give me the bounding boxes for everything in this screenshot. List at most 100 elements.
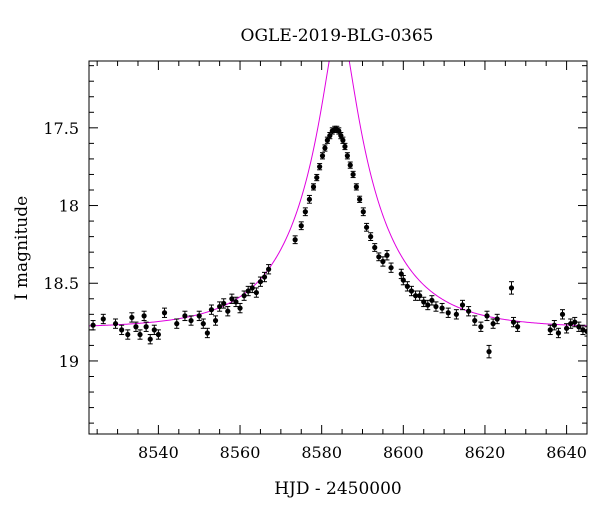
data-point-marker [494,316,500,322]
chart-title: OGLE-2019-BLG-0365 [241,26,434,46]
data-point-marker [100,316,106,322]
data-point [253,287,259,298]
data-point [302,207,308,217]
data-point [384,250,390,261]
data-point [200,318,206,329]
data-point-marker [350,171,356,178]
y-tick-label: 17.5 [43,119,79,138]
data-point [563,323,570,334]
data-point [350,170,356,179]
data-point-marker [439,305,445,311]
data-point-marker [319,153,326,159]
data-point [310,183,317,191]
data-point [221,298,227,309]
data-point [292,235,298,245]
x-tick-label: 8540 [138,443,179,462]
data-point [400,274,406,286]
data-point [357,195,363,203]
data-point-marker [317,164,323,170]
plot-area [89,61,587,359]
data-point [314,173,320,182]
data-point [380,256,386,267]
data-point-marker [245,288,251,294]
data-point-marker [314,174,320,181]
data-point-marker [576,324,582,330]
data-point-marker [459,302,466,308]
x-tick-label: 8560 [220,443,261,462]
data-point-marker [372,244,378,251]
data-point [421,296,427,308]
data-point [576,321,582,332]
data-point [472,315,478,326]
data-point-marker [249,285,255,291]
data-point [298,221,304,231]
data-point-marker [429,297,435,303]
data-point-marker [380,258,386,265]
data-point-marker [555,330,562,336]
data-point [237,302,243,314]
data-point-marker [340,137,346,143]
data-point-marker [425,302,431,308]
data-point [342,142,348,151]
x-tick-label: 8640 [546,443,587,462]
data-point [515,321,521,332]
data-point-marker [237,305,243,311]
data-point [212,315,219,326]
data-point-marker [376,254,382,260]
data-point-marker [466,308,472,314]
data-point [347,161,353,169]
y-tick-label: 18.5 [43,274,79,293]
data-point [433,301,439,312]
data-point [439,302,445,314]
data-point [174,318,180,329]
data-point [196,310,202,322]
data-point-marker [204,330,210,336]
data-point [245,285,251,297]
data-point-marker [404,283,410,289]
data-point [429,295,435,306]
data-point-marker [233,299,239,305]
data-point [204,327,210,339]
x-tick-label: 8600 [383,443,424,462]
data-point-marker [400,277,406,283]
data-point-marker [221,300,227,307]
data-point [225,306,231,317]
data-point-marker [572,319,578,325]
data-point-marker [433,303,439,310]
data-point-marker [547,327,553,333]
data-point-marker [161,310,168,316]
data-point-marker [472,317,478,324]
data-point [266,264,272,275]
data-point [478,321,484,332]
data-point [137,329,143,340]
data-point [555,327,562,339]
data-point-marker [408,288,415,294]
data-point [372,243,378,252]
data-point-marker [125,331,131,338]
data-point [125,329,131,340]
data-point [568,318,574,329]
data-point-marker [322,145,328,151]
data-point [241,290,247,301]
data-point [147,334,153,345]
data-point [508,281,515,295]
data-point-marker [200,321,206,327]
data-point-marker [302,209,308,215]
data-point [229,293,235,304]
data-point-marker [384,252,390,258]
data-point [404,281,410,292]
data-point-marker [478,324,484,330]
data-point-marker [147,336,153,342]
data-point [119,324,125,336]
data-point [155,329,161,340]
data-point-marker [306,196,313,202]
data-point [408,285,415,297]
data-point-marker [174,321,180,327]
plot-frame [88,60,588,435]
x-axis-label: HJD - 2450000 [274,479,402,499]
data-point-marker [368,234,374,240]
data-point-marker [551,322,557,328]
data-point [233,296,239,308]
data-point [368,232,374,242]
